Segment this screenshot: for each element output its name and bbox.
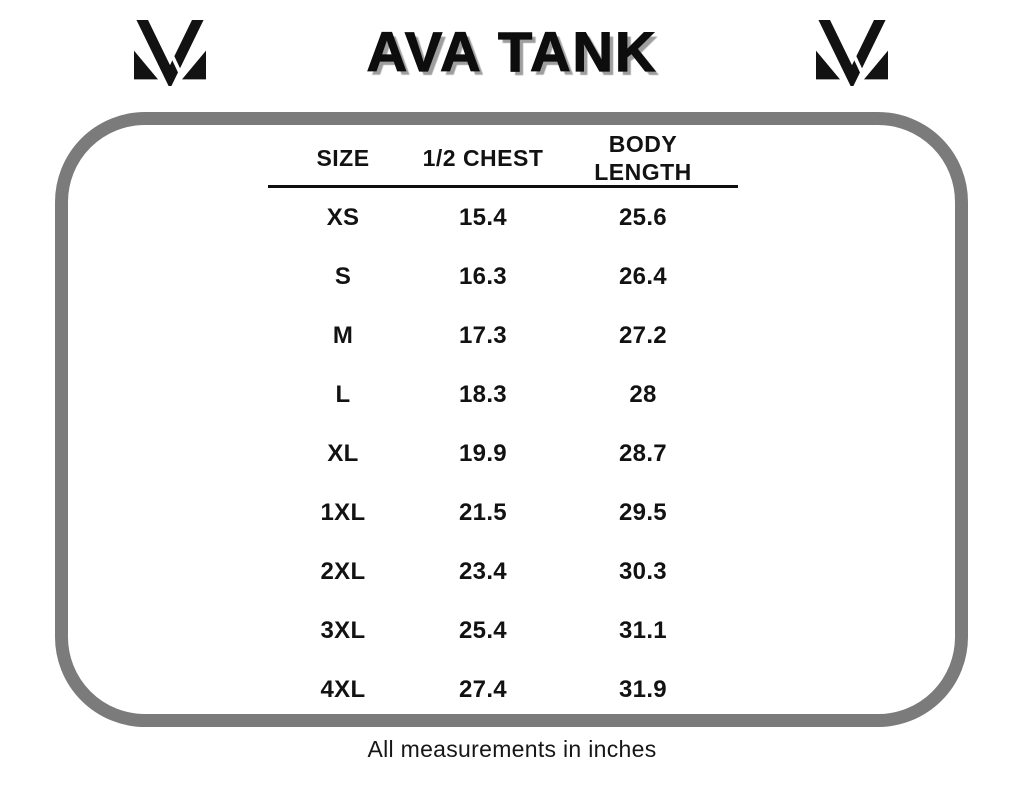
cell-size: 2XL	[320, 557, 366, 585]
cell-half-chest: 25.4	[459, 616, 507, 644]
brand-logo-left-mv-monogram-icon	[134, 20, 206, 86]
cell-body-length: 25.6	[619, 203, 667, 231]
cell-half-chest: 23.4	[459, 557, 507, 585]
cell-size: L	[335, 380, 351, 408]
table-row: 1XL 21.5 29.5	[268, 483, 738, 542]
cell-body-length: 30.3	[619, 557, 667, 585]
cell-half-chest: 27.4	[459, 675, 507, 703]
column-header-body-length-label: BODY LENGTH	[594, 131, 692, 186]
table-row: M 17.3 27.2	[268, 306, 738, 365]
cell-size: M	[332, 321, 354, 349]
cell-body-length: 27.2	[619, 321, 667, 349]
cell-size: 1XL	[320, 498, 366, 526]
size-table: SIZE 1/2 CHEST BODY LENGTH XS 15.4 25.6 …	[268, 130, 738, 719]
table-row: 4XL 27.4 31.9	[268, 660, 738, 719]
cell-body-length: 28	[629, 380, 657, 408]
column-header-body-length: BODY LENGTH	[548, 130, 738, 187]
page-title: AVA TANK	[366, 19, 658, 83]
cell-half-chest: 21.5	[459, 498, 507, 526]
cell-size: S	[334, 262, 352, 290]
measurement-note: All measurements in inches	[367, 736, 657, 762]
cell-body-length: 29.5	[619, 498, 667, 526]
cell-half-chest: 16.3	[459, 262, 507, 290]
table-header-row: SIZE 1/2 CHEST BODY LENGTH	[268, 130, 738, 188]
table-row: 3XL 25.4 31.1	[268, 601, 738, 660]
table-row: XS 15.4 25.6	[268, 188, 738, 247]
cell-body-length: 31.1	[619, 616, 667, 644]
table-body: XS 15.4 25.6 S 16.3 26.4 M 17.3 27.2 L 1…	[268, 188, 738, 719]
table-row: XL 19.9 28.7	[268, 424, 738, 483]
cell-size: 4XL	[320, 675, 366, 703]
cell-half-chest: 18.3	[459, 380, 507, 408]
table-row: L 18.3 28	[268, 365, 738, 424]
cell-size: 3XL	[320, 616, 366, 644]
cell-body-length: 31.9	[619, 675, 667, 703]
table-row: S 16.3 26.4	[268, 247, 738, 306]
column-header-size: SIZE	[316, 144, 370, 171]
brand-logo-right-mv-monogram-icon	[816, 20, 888, 86]
table-row: 2XL 23.4 30.3	[268, 542, 738, 601]
rounded-frame	[55, 112, 968, 727]
cell-body-length: 26.4	[619, 262, 667, 290]
column-header-half-chest: 1/2 CHEST	[422, 144, 544, 171]
cell-size: XS	[326, 203, 360, 231]
cell-half-chest: 17.3	[459, 321, 507, 349]
cell-size: XL	[327, 439, 359, 467]
cell-body-length: 28.7	[619, 439, 667, 467]
cell-half-chest: 15.4	[459, 203, 507, 231]
cell-half-chest: 19.9	[459, 439, 507, 467]
